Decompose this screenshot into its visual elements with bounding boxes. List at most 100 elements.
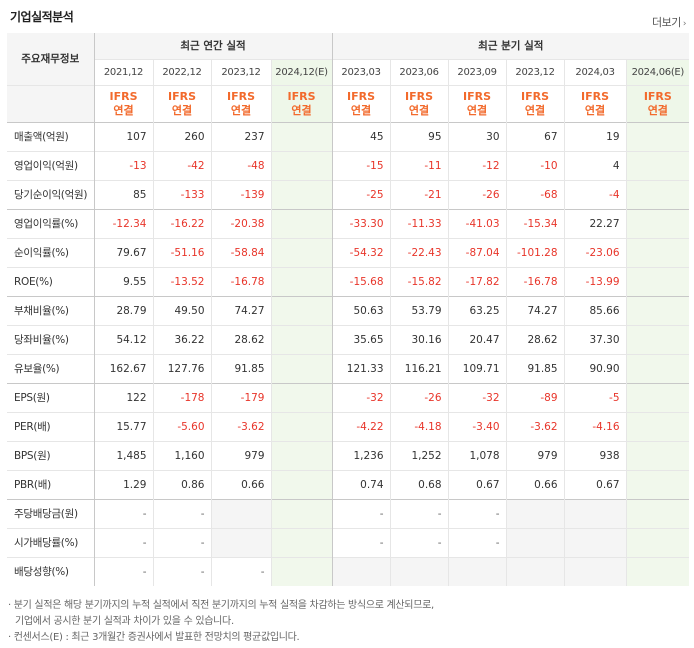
value-cell: -178 <box>152 382 211 412</box>
value-cell: -15 <box>331 150 391 180</box>
value-cell: 0.86 <box>152 469 211 499</box>
value-cell <box>270 121 333 151</box>
value-cell: 260 <box>152 121 211 151</box>
ifrs-label: IFRS 연결 <box>210 84 271 122</box>
table-row: PBR(배) 1.29 0.86 0.66 0.74 0.68 0.67 0.66 0.67 <box>7 469 690 499</box>
value-cell: -4 <box>563 179 627 209</box>
value-cell: -48 <box>210 150 271 180</box>
value-cell <box>270 150 333 180</box>
value-cell: 109.71 <box>447 353 507 383</box>
value-cell: -13.52 <box>152 266 211 296</box>
value-cell: -3.40 <box>447 411 507 441</box>
value-cell: -11 <box>389 150 449 180</box>
value-cell <box>389 556 449 586</box>
value-cell: 63.25 <box>447 295 507 325</box>
value-cell <box>270 324 333 354</box>
value-cell: -11.33 <box>389 208 449 238</box>
period-header: 2021,12 <box>93 58 153 85</box>
value-cell: 95 <box>389 121 449 151</box>
value-cell: - <box>389 527 449 557</box>
table-row: 매출액(억원) 107 260 237 45 95 30 67 19 <box>7 121 690 151</box>
value-cell: 938 <box>563 440 627 470</box>
value-cell: -26 <box>389 382 449 412</box>
ifrs-row-label <box>7 84 94 122</box>
ifrs-top: IFRS <box>227 89 255 103</box>
ifrs-bottom: 연결 <box>350 103 372 117</box>
value-cell: -54.32 <box>331 237 391 267</box>
value-cell: 28.62 <box>210 324 271 354</box>
table-row: 영업이익(억원) -13 -42 -48 -15 -11 -12 -10 4 <box>7 150 690 180</box>
value-cell <box>270 353 333 383</box>
value-cell <box>625 266 690 296</box>
value-cell <box>563 498 627 528</box>
value-cell: -13 <box>93 150 153 180</box>
ifrs-top: IFRS <box>581 89 610 103</box>
value-cell <box>447 556 507 586</box>
value-cell: - <box>331 527 391 557</box>
value-cell: 90.90 <box>563 353 627 383</box>
value-cell <box>270 469 333 499</box>
value-cell <box>270 237 333 267</box>
period-header: 2024,12(E) <box>270 58 333 85</box>
row-label: 영업이익률(%) <box>7 208 94 238</box>
ifrs-label: IFRS 연결 <box>625 84 690 122</box>
value-cell: 107 <box>93 121 153 151</box>
value-cell <box>270 295 333 325</box>
ifrs-bottom: 연결 <box>171 103 193 117</box>
value-cell: -33.30 <box>331 208 391 238</box>
ifrs-label: IFRS 연결 <box>93 84 153 122</box>
value-cell: 122 <box>93 382 153 412</box>
value-cell <box>625 469 690 499</box>
value-cell <box>625 150 690 180</box>
row-label: 매출액(억원) <box>7 121 94 151</box>
corner-header: 주요재무정보 <box>7 33 94 85</box>
quarter-header: 최근 분기 실적 <box>331 33 690 59</box>
value-cell: 121.33 <box>331 353 391 383</box>
value-cell: 4 <box>563 150 627 180</box>
value-cell: - <box>152 527 211 557</box>
value-cell: 979 <box>210 440 271 470</box>
ifrs-top: IFRS <box>643 89 672 103</box>
more-link[interactable]: 더보기 › <box>652 16 687 29</box>
period-header: 2023,06 <box>389 58 449 85</box>
ifrs-label: IFRS 연결 <box>270 84 333 122</box>
table-row: EPS(원) 122 -178 -179 -32 -26 -32 -89 -5 <box>7 382 690 412</box>
value-cell: -87.04 <box>447 237 507 267</box>
table-row: BPS(원) 1,485 1,160 979 1,236 1,252 1,078 979 938 <box>7 440 690 470</box>
value-cell <box>625 121 690 151</box>
row-label: ROE(%) <box>7 266 94 296</box>
value-cell: -15.82 <box>389 266 449 296</box>
value-cell: 237 <box>210 121 271 151</box>
value-cell <box>270 266 333 296</box>
ifrs-label: IFRS 연결 <box>563 84 627 122</box>
table-row: 시가배당률(%) - - - - - <box>7 527 690 557</box>
value-cell: -20.38 <box>210 208 271 238</box>
value-cell: - <box>93 556 153 586</box>
value-cell: - <box>152 556 211 586</box>
value-cell: 49.50 <box>152 295 211 325</box>
ifrs-top: IFRS <box>521 89 550 103</box>
value-cell: 0.66 <box>210 469 271 499</box>
ifrs-label: IFRS 연결 <box>331 84 391 122</box>
value-cell <box>625 556 690 586</box>
value-cell: -139 <box>210 179 271 209</box>
value-cell: -101.28 <box>505 237 565 267</box>
value-cell: -4.18 <box>389 411 449 441</box>
value-cell: 0.68 <box>389 469 449 499</box>
table-row: 순이익률(%) 79.67 -51.16 -58.84 -54.32 -22.43 -87.… <box>7 237 690 267</box>
row-label: PBR(배) <box>7 469 94 499</box>
value-cell: 85.66 <box>563 295 627 325</box>
value-cell: 74.27 <box>505 295 565 325</box>
table-row: 유보율(%) 162.67 127.76 91.85 121.33 116.21 109.7… <box>7 353 690 383</box>
value-cell: 28.79 <box>93 295 153 325</box>
value-cell: 1,078 <box>447 440 507 470</box>
value-cell <box>625 295 690 325</box>
value-cell: 30 <box>447 121 507 151</box>
row-label: 유보율(%) <box>7 353 94 383</box>
value-cell: -179 <box>210 382 271 412</box>
value-cell <box>625 179 690 209</box>
value-cell: - <box>93 527 153 557</box>
value-cell: 1,485 <box>93 440 153 470</box>
value-cell: 67 <box>505 121 565 151</box>
value-cell: - <box>331 498 391 528</box>
